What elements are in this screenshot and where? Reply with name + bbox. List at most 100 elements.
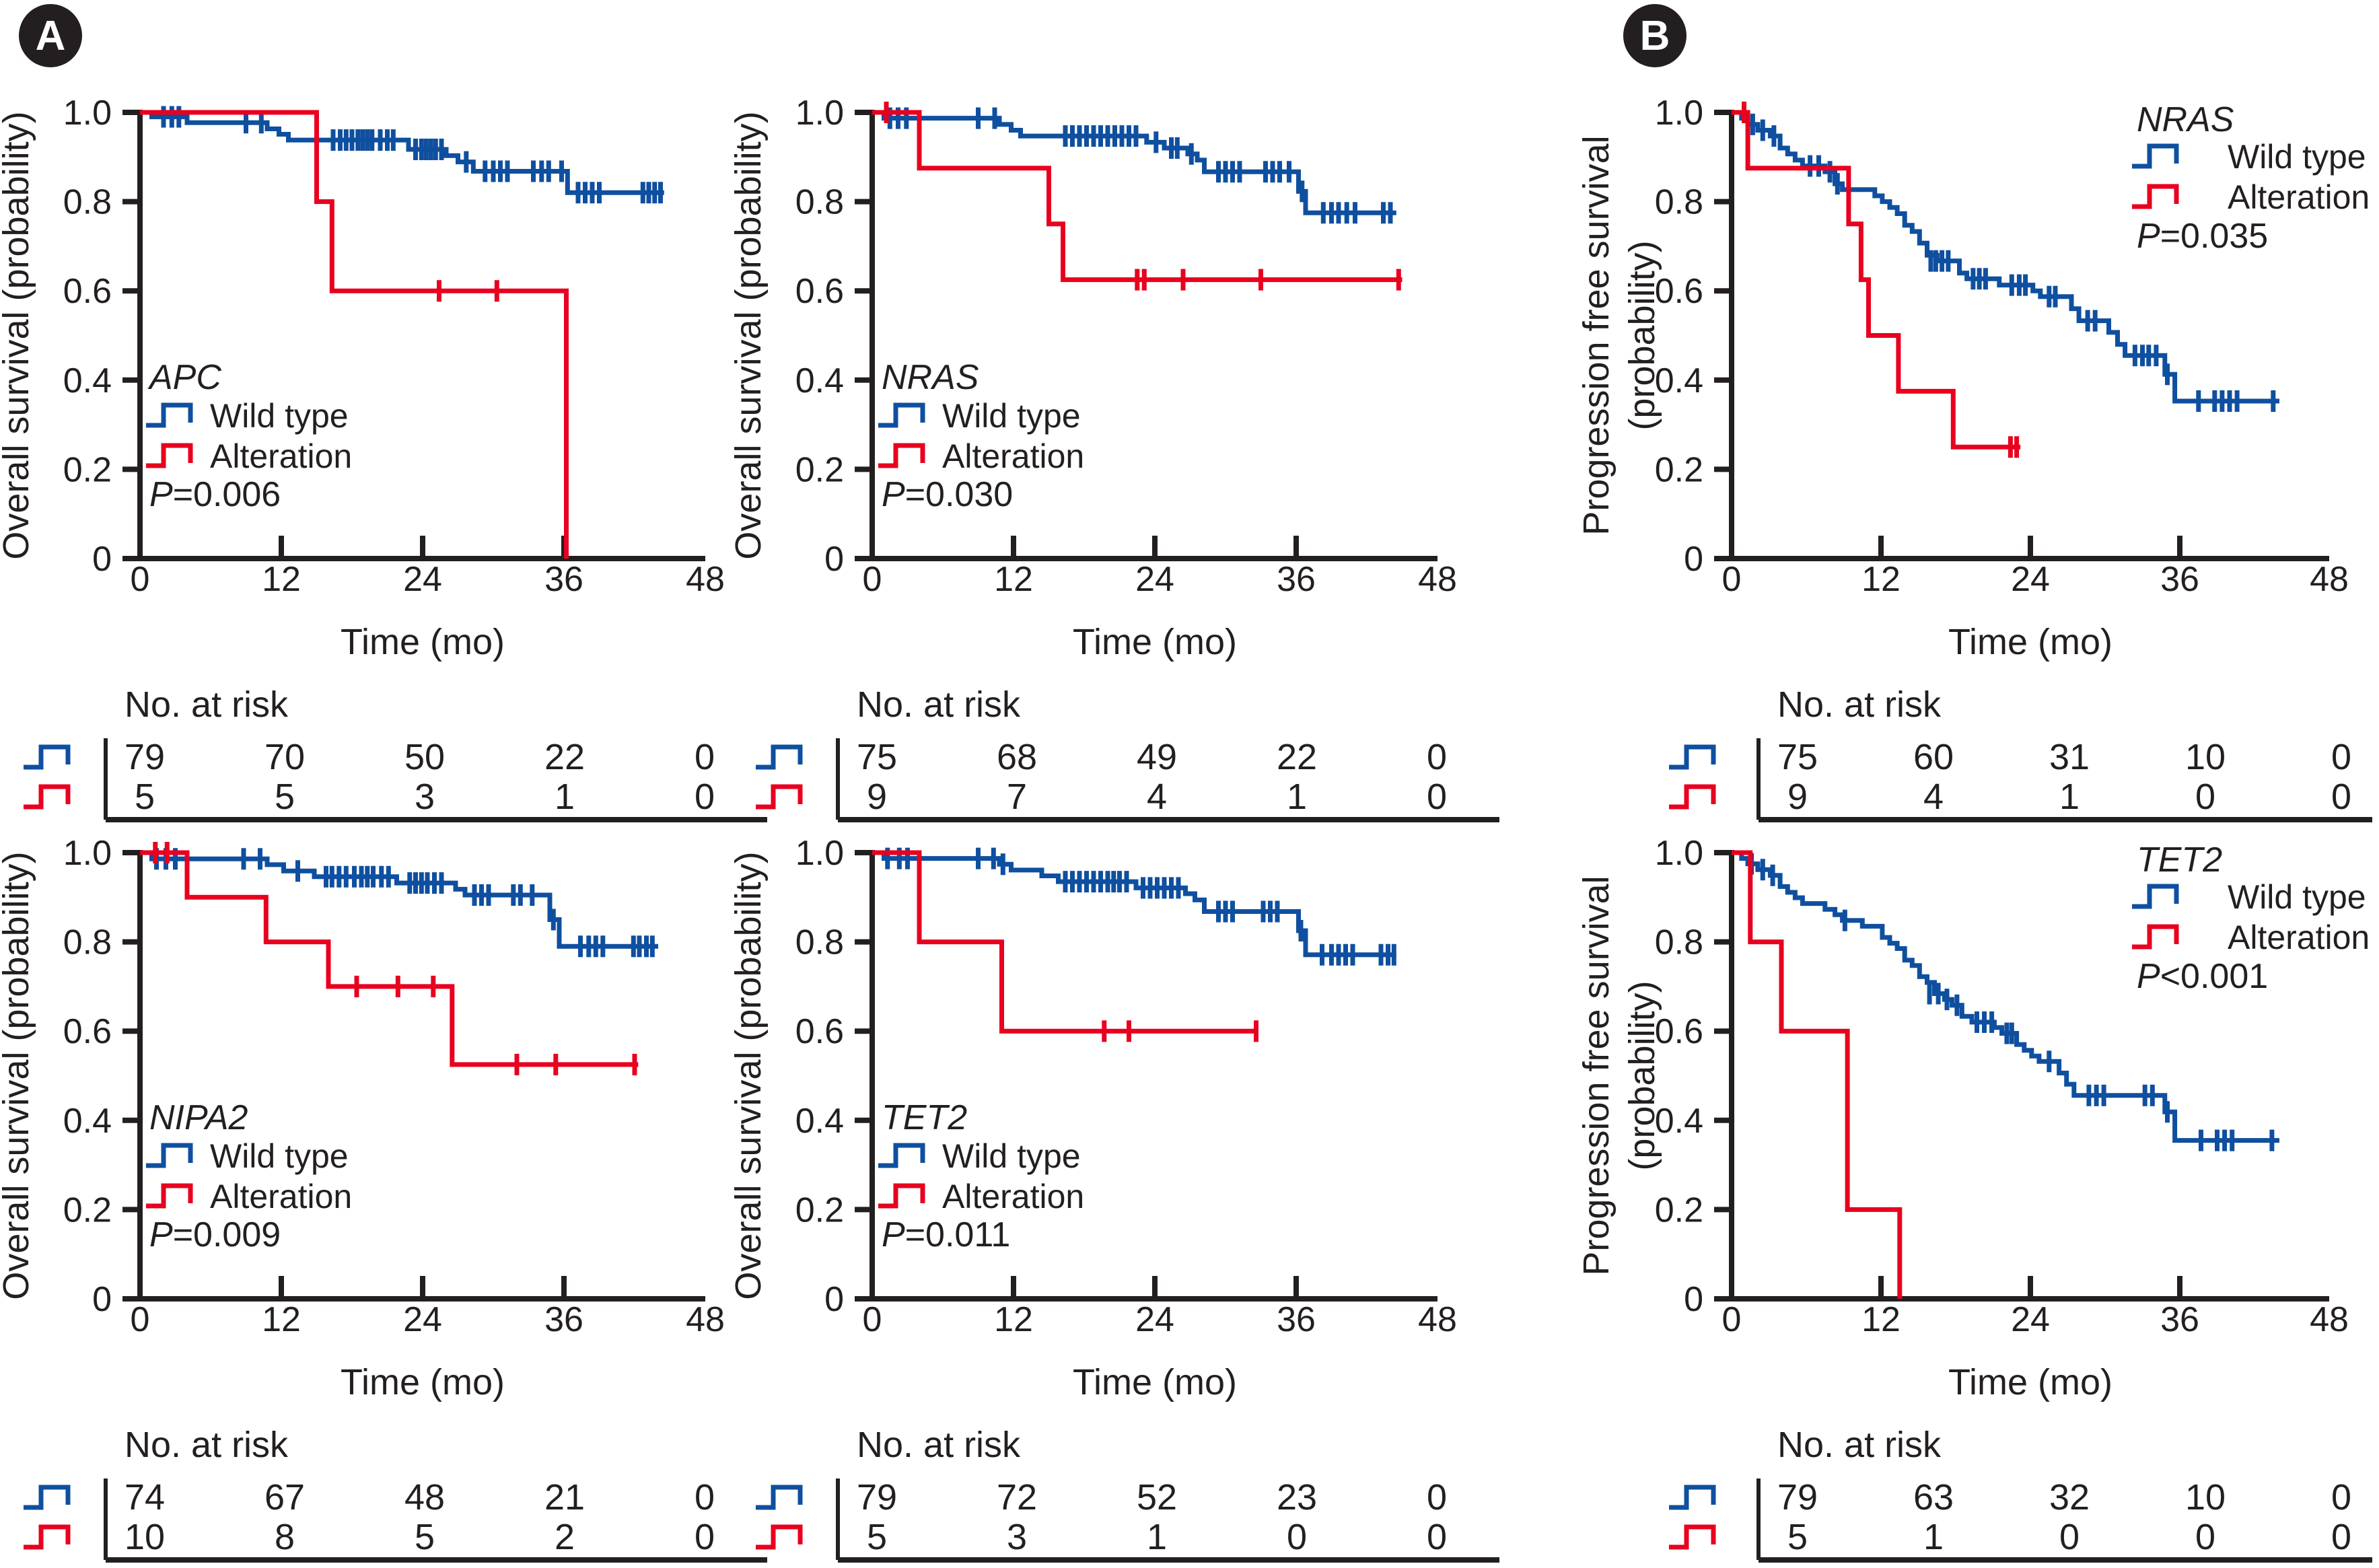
km-curve-alteration (872, 850, 1258, 1034)
risk-count: 67 (264, 1477, 305, 1518)
risk-count: 31 (2049, 737, 2090, 777)
subplot-nras-overall-survival: 1.0 0.8 0.6 0.4 0.2 0 0 12 24 36 48 Time (mo) Overal… (728, 67, 1516, 828)
km-curve-wild_type (872, 110, 1396, 215)
legend-alteration-label: Alteration (942, 1178, 1084, 1215)
y-tick-label: 1.0 (1655, 94, 1703, 133)
y-axis-ticks: 1.0 0.8 0.6 0.4 0.2 0 (63, 834, 140, 1319)
x-tick-label: 24 (2011, 1300, 2050, 1339)
x-axis-title: Time (mo) (341, 1362, 505, 1402)
censor-marks-wild_type (885, 847, 1396, 966)
risk-count: 10 (125, 1517, 165, 1557)
x-axis-ticks: 0 12 24 36 48 (1722, 1276, 2349, 1339)
censor-marks-alteration (884, 102, 1401, 291)
x-tick-label: 48 (1418, 560, 1457, 599)
risk-count: 0 (1427, 1477, 1447, 1518)
km-curve-wild_type (872, 850, 1396, 958)
legend-alteration-label: Alteration (210, 437, 352, 475)
km-curve-alteration (140, 110, 569, 559)
km-curve-alteration (1732, 110, 2021, 450)
x-tick-label: 48 (686, 560, 725, 599)
risk-count: 21 (544, 1477, 585, 1518)
panel-a-badge: A (19, 4, 82, 67)
km-curve-wild_type (140, 110, 664, 195)
y-tick-label: 0.4 (63, 1102, 112, 1141)
legend-wild-type-label: Wild type (210, 397, 349, 435)
x-tick-label: 0 (863, 1300, 882, 1339)
risk-count: 9 (1787, 777, 1808, 817)
x-tick-label: 36 (1277, 560, 1316, 599)
y-tick-label: 0 (824, 1280, 844, 1319)
x-tick-label: 12 (262, 560, 301, 599)
risk-count: 52 (1137, 1477, 1177, 1518)
km-curve-alteration (872, 110, 1402, 283)
legend-wild-type-label: Wild type (942, 397, 1081, 435)
x-axis-ticks: 0 12 24 36 48 (863, 1276, 1457, 1339)
risk-count: 1 (555, 777, 575, 817)
y-tick-label: 0.8 (1655, 183, 1703, 222)
y-tick-label: 0.8 (63, 923, 112, 962)
legend-alteration-step-icon (146, 443, 193, 468)
y-axis-title: (probability) (1622, 240, 1662, 430)
risk-count: 0 (1427, 737, 1447, 777)
censor-marks-alteration (1102, 1020, 1258, 1042)
risk-table-header: No. at risk (125, 684, 289, 725)
panel-b-badge: B (1623, 4, 1686, 67)
x-tick-label: 48 (1418, 1300, 1457, 1339)
risk-count: 79 (1777, 1477, 1818, 1518)
risk-row-step-icon-wild_type (1669, 744, 1716, 770)
y-tick-label: 0.2 (795, 450, 844, 489)
p-value: P=0.006 (149, 475, 281, 514)
y-axis-title: Progression free survival (1576, 876, 1617, 1275)
risk-count: 4 (1147, 777, 1167, 817)
risk-count: 60 (1913, 737, 1954, 777)
x-tick-label: 36 (544, 1300, 583, 1339)
gene-title: TET2 (2137, 841, 2222, 880)
y-axis-ticks: 1.0 0.8 0.6 0.4 0.2 0 (795, 834, 872, 1319)
x-tick-label: 12 (262, 1300, 301, 1339)
risk-row-alteration: 5 5 3 1 0 (135, 777, 715, 817)
censor-marks-wild_type (154, 848, 655, 958)
censor-marks-wild_type (1750, 113, 2276, 412)
risk-count: 63 (1913, 1477, 1954, 1518)
risk-row-wild_type: 79 70 50 22 0 (125, 737, 715, 777)
risk-count: 0 (2059, 1517, 2080, 1557)
risk-row-step-icon-alteration (24, 784, 71, 810)
risk-count: 0 (695, 1477, 715, 1518)
subplot-tet2-progression-free-survival: 1.0 0.8 0.6 0.4 0.2 0 0 12 24 36 48 Time (mo) Progre… (1568, 808, 2379, 1568)
risk-count: 32 (2049, 1477, 2090, 1518)
y-tick-label: 0.6 (63, 272, 112, 311)
x-axis-title: Time (mo) (341, 622, 505, 662)
legend-alteration-step-icon (146, 1183, 193, 1209)
legend-wild-type-label: Wild type (2228, 138, 2366, 176)
censor-marks-wild_type (161, 106, 663, 204)
risk-row-wild_type: 74 67 48 21 0 (125, 1477, 715, 1518)
risk-count: 7 (1007, 777, 1027, 817)
y-tick-label: 1.0 (63, 834, 112, 873)
risk-count: 1 (2059, 777, 2080, 817)
y-axis-title: Progression free survival (1576, 135, 1617, 535)
risk-table-header: No. at risk (857, 1425, 1021, 1465)
risk-row-alteration: 9 4 1 0 0 (1787, 777, 2351, 817)
km-curve-wild_type (140, 850, 658, 949)
y-tick-label: 0.2 (1655, 450, 1703, 489)
risk-count: 79 (125, 737, 165, 777)
censor-marks-wild_type (1749, 853, 2275, 1151)
risk-count: 50 (404, 737, 445, 777)
subplot-nipa2-overall-survival: 1.0 0.8 0.6 0.4 0.2 0 0 12 24 36 48 Time (mo) Overal… (0, 808, 784, 1568)
risk-count: 70 (264, 737, 305, 777)
risk-count: 5 (135, 777, 155, 817)
y-tick-label: 0.8 (795, 923, 844, 962)
legend-wild-type-label: Wild type (942, 1137, 1081, 1175)
risk-count: 0 (2195, 1517, 2215, 1557)
subplot-nras-progression-free-survival: 1.0 0.8 0.6 0.4 0.2 0 0 12 24 36 48 Time (mo) Progre… (1568, 67, 2379, 828)
axes (1729, 850, 2329, 1302)
risk-row-wild_type: 75 60 31 10 0 (1777, 737, 2351, 777)
legend-wild-type-step-icon (146, 402, 193, 428)
y-axis-ticks: 1.0 0.8 0.6 0.4 0.2 0 (63, 94, 140, 579)
km-curve-wild_type (1732, 110, 2279, 404)
risk-count: 72 (997, 1477, 1037, 1518)
x-tick-label: 24 (403, 1300, 442, 1339)
